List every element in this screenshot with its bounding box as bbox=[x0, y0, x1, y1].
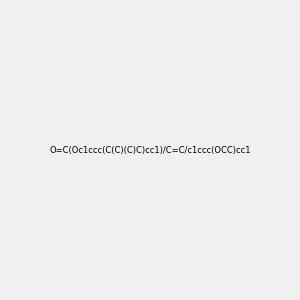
Text: O=C(Oc1ccc(C(C)(C)C)cc1)/C=C/c1ccc(OCC)cc1: O=C(Oc1ccc(C(C)(C)C)cc1)/C=C/c1ccc(OCC)c… bbox=[49, 146, 251, 154]
